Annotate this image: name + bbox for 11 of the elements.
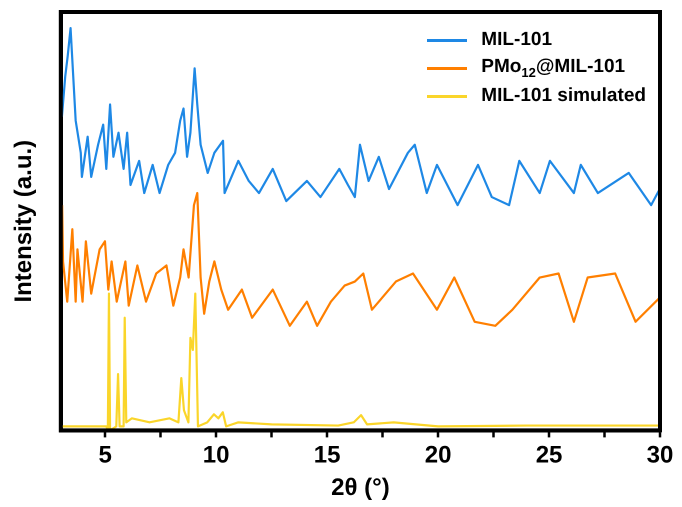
legend-label: MIL-101 simulated — [481, 85, 646, 107]
x-tick-label: 10 — [202, 441, 230, 468]
x-tick-label: 5 — [98, 441, 112, 468]
x-tick-label: 30 — [646, 441, 674, 468]
x-tick-label: 15 — [314, 441, 340, 468]
legend-label: PMo$_{12}$@MIL-101 — [481, 56, 626, 80]
x-tick-label: 25 — [536, 441, 562, 468]
x-tick-label: 20 — [424, 441, 452, 468]
y-axis-title: Intensity (a.u.) — [10, 140, 38, 303]
legend-label: MIL-101 — [481, 29, 552, 51]
x-axis-title: 2θ (°) — [331, 474, 390, 502]
